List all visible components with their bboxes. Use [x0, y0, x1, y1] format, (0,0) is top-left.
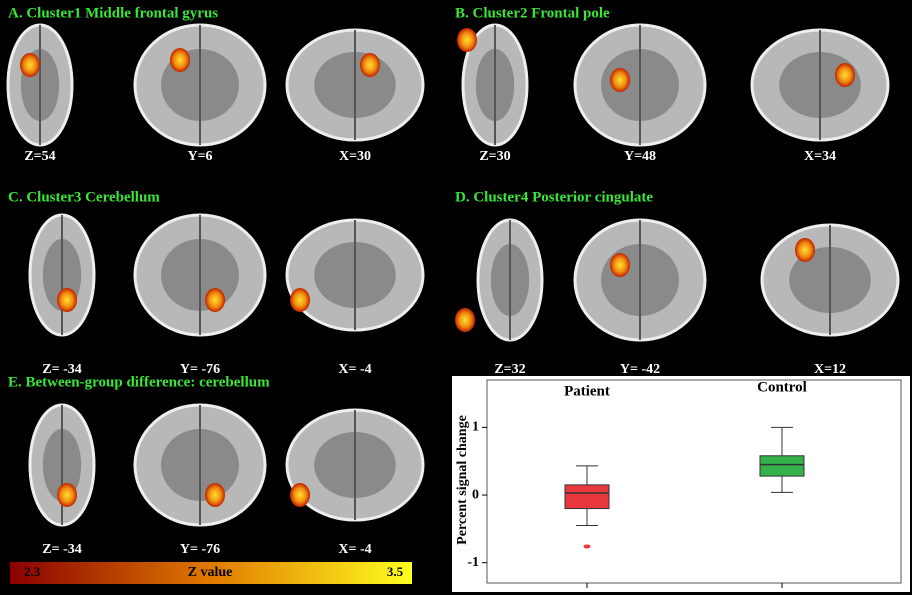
- activation: [57, 483, 77, 507]
- activation: [290, 288, 310, 312]
- slice-label: Y= -42: [620, 362, 660, 377]
- panel-title: B. Cluster2 Frontal pole: [455, 5, 610, 21]
- slice-label: Y= -76: [180, 362, 220, 377]
- activation: [57, 288, 77, 312]
- y-tick-label: -1: [467, 555, 479, 570]
- slice-label: X= -4: [338, 362, 371, 377]
- slice-label: X= -4: [338, 542, 371, 557]
- slice-label: Y=6: [187, 149, 212, 164]
- outlier: [583, 544, 591, 549]
- y-axis-label: Percent signal change: [455, 415, 470, 545]
- slice-label: Y=48: [624, 149, 656, 164]
- slice-label: X=12: [814, 362, 846, 377]
- activation: [610, 253, 630, 277]
- plot-background: [452, 376, 910, 592]
- box: [564, 484, 610, 510]
- plot-frame: [486, 379, 902, 584]
- panel-title: A. Cluster1 Middle frontal gyrus: [8, 5, 218, 21]
- activation: [457, 28, 477, 52]
- activation: [20, 53, 40, 77]
- category-label: Control: [757, 379, 807, 395]
- colorbar: [10, 562, 412, 584]
- activation: [795, 238, 815, 262]
- activation: [455, 308, 475, 332]
- slice-label: X=34: [804, 149, 836, 164]
- colorbar-title: Z value: [188, 565, 233, 580]
- colorbar-max: 3.5: [387, 564, 404, 579]
- box: [759, 455, 805, 477]
- activation: [610, 68, 630, 92]
- activation: [290, 483, 310, 507]
- slice-label: Y= -76: [180, 542, 220, 557]
- panel-title: C. Cluster3 Cerebellum: [8, 189, 160, 205]
- slice-label: Z=54: [24, 149, 55, 164]
- colorbar-min: 2.3: [24, 564, 41, 579]
- y-tick-label: 1: [472, 420, 479, 435]
- category-label: Patient: [564, 383, 610, 399]
- panel-title: E. Between-group difference: cerebellum: [8, 374, 270, 390]
- activation: [205, 288, 225, 312]
- panel-title: D. Cluster4 Posterior cingulate: [455, 189, 653, 205]
- slice-label: Z=30: [479, 149, 510, 164]
- slice-label: X=30: [339, 149, 371, 164]
- y-tick-label: 0: [472, 487, 479, 502]
- slice-label: Z= -34: [42, 542, 81, 557]
- activation: [835, 63, 855, 87]
- slice-label: Z= -34: [42, 362, 81, 377]
- activation: [205, 483, 225, 507]
- activation: [170, 48, 190, 72]
- activation: [360, 53, 380, 77]
- slice-label: Z=32: [494, 362, 525, 377]
